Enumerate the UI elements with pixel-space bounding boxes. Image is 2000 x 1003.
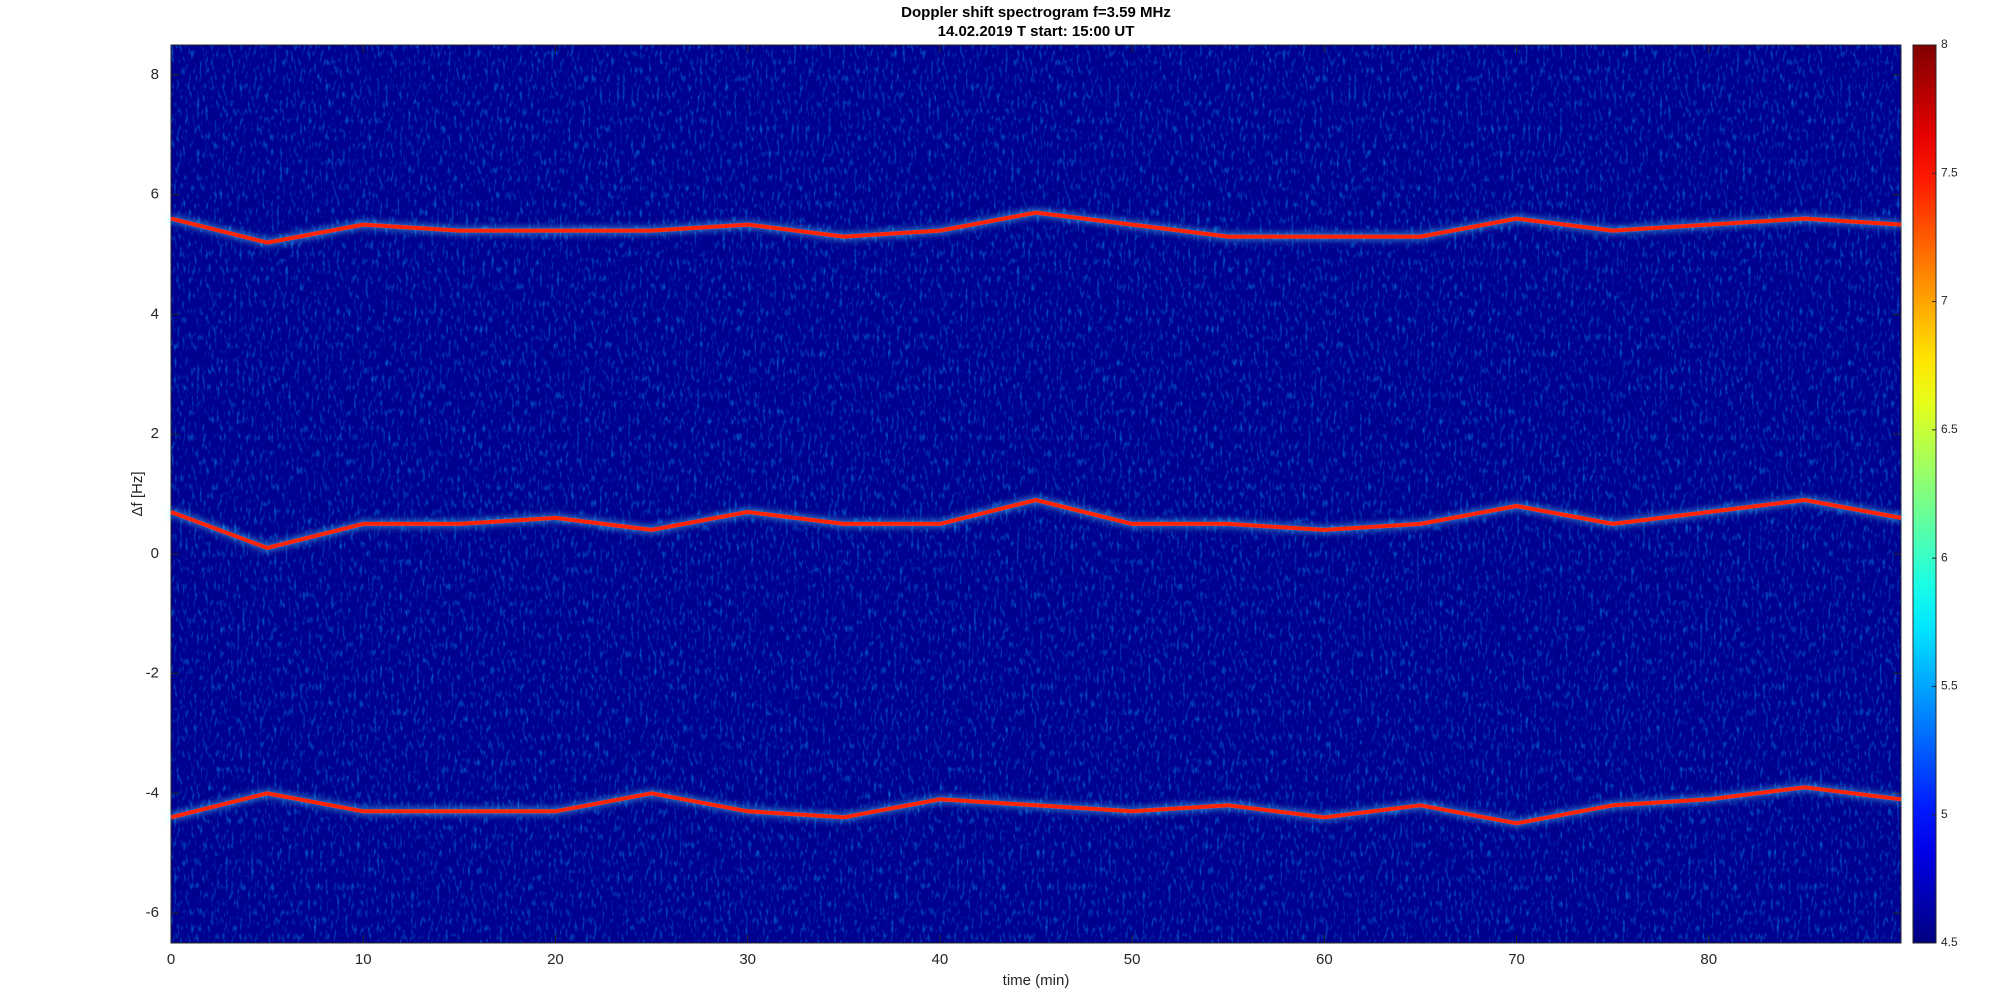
doppler-trace (170, 785, 1902, 826)
y-tick-label: -6 (146, 904, 159, 921)
y-tick-label: 8 (151, 66, 159, 83)
y-tick-label: 2 (151, 425, 159, 442)
y-axis-label: Δf [Hz] (129, 471, 146, 516)
colorbar-frame (1912, 44, 1937, 944)
chart-title: Doppler shift spectrogram f=3.59 MHz (901, 4, 1171, 21)
x-tick-label: 10 (355, 951, 372, 968)
x-tick-label: 0 (167, 951, 175, 968)
colorbar-tick-label: 6.5 (1941, 422, 1958, 436)
y-tick-label: -2 (146, 665, 159, 682)
plot-frame (170, 44, 1902, 944)
x-tick-label: 70 (1508, 951, 1525, 968)
y-tick-label: 6 (151, 186, 159, 203)
x-axis-label: time (min) (1003, 972, 1070, 989)
x-tick-label: 40 (932, 951, 949, 968)
x-tick-label: 60 (1316, 951, 1333, 968)
colorbar-tick-label: 6 (1941, 550, 1948, 564)
x-tick-label: 50 (1124, 951, 1141, 968)
colorbar-tick-label: 5 (1941, 807, 1948, 821)
colorbar-tick-label: 5.5 (1941, 679, 1958, 693)
colorbar (1913, 45, 1936, 943)
colorbar-tick-label: 7 (1941, 294, 1948, 308)
doppler-trace (170, 210, 1902, 245)
colorbar-tick-label: 4.5 (1941, 935, 1958, 949)
colorbar-tick-label: 7.5 (1941, 165, 1958, 179)
chart-subtitle: 14.02.2019 T start: 15:00 UT (938, 23, 1135, 40)
y-tick-label: 4 (151, 305, 159, 322)
x-tick-label: 30 (739, 951, 756, 968)
y-tick-label: -4 (146, 784, 159, 801)
colorbar-tick-label: 8 (1941, 37, 1948, 51)
x-tick-label: 20 (547, 951, 564, 968)
spectrogram-noise (171, 45, 1901, 943)
doppler-trace (170, 498, 1902, 550)
y-tick-label: 0 (151, 545, 159, 562)
x-tick-label: 80 (1700, 951, 1717, 968)
